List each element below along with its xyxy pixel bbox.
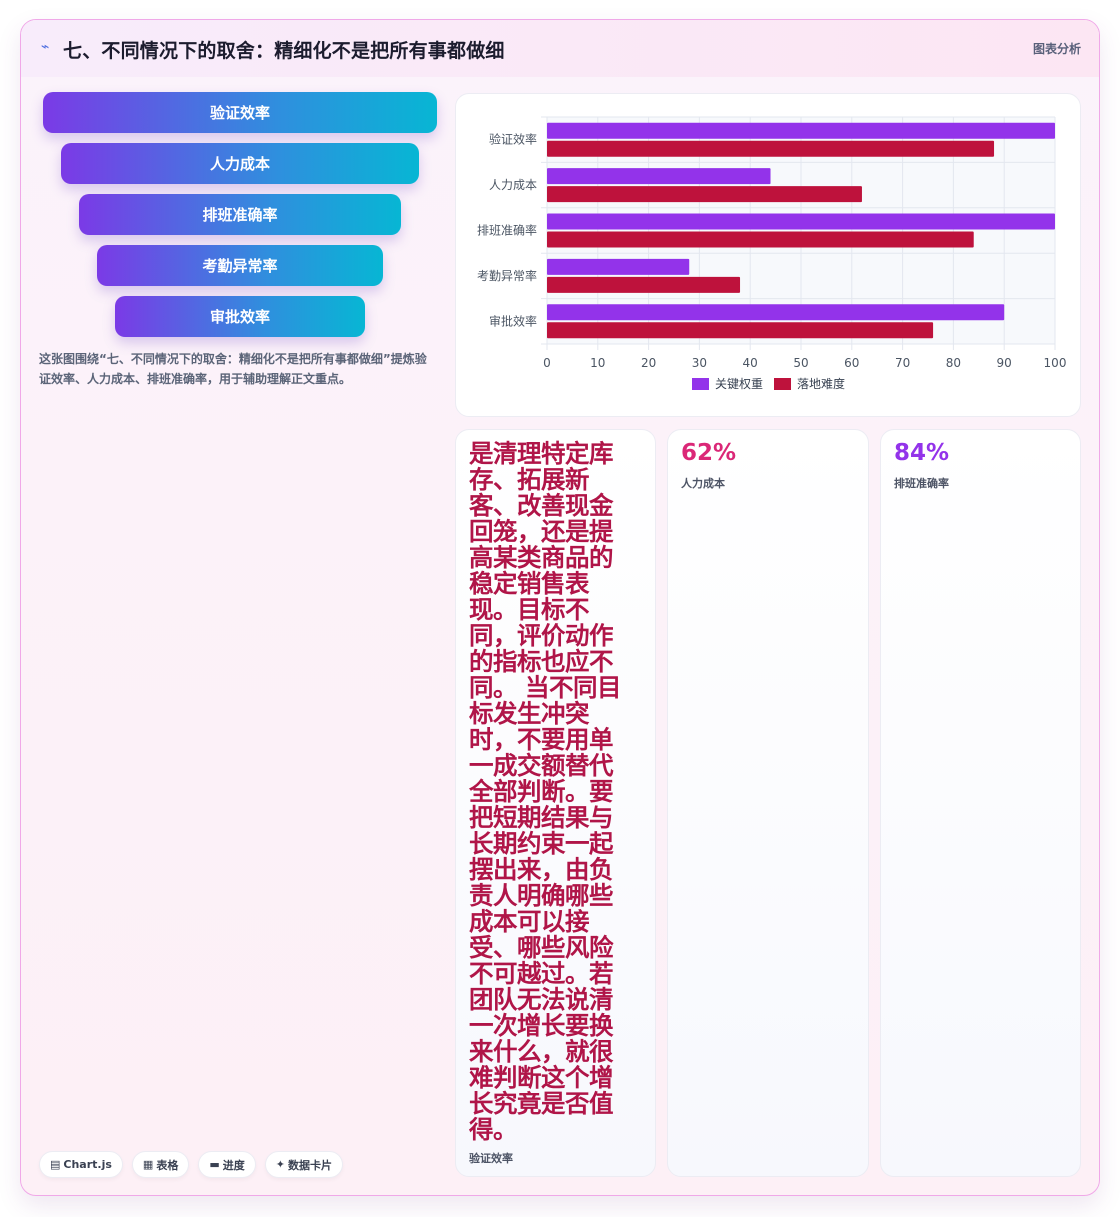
arrow-icon: ⌁ — [41, 39, 50, 55]
x-tick-label: 60 — [844, 356, 859, 370]
bar-difficulty — [547, 276, 741, 293]
chart-card: ⌁ 七、不同情况下的取舍：精细化不是把所有事都做细 图表分析 验证效率 人力成本… — [20, 19, 1100, 1196]
stat-card-1: 62% 人力成本 — [667, 429, 869, 1177]
funnel-caption: 这张图围绕“七、不同情况下的取舍：精细化不是把所有事都做细”提炼验证效率、人力成… — [39, 352, 427, 386]
stat-value: 是清理特定库存、拓展新客、改善现金回笼，还是提高某类商品的稳定销售表现。目标不同… — [469, 439, 622, 1144]
stat-label: 排班准确率 — [894, 477, 949, 490]
x-tick-label: 90 — [997, 356, 1012, 370]
bar-difficulty — [547, 140, 995, 157]
x-tick-label: 100 — [1044, 356, 1067, 370]
stat-label: 人力成本 — [681, 477, 725, 490]
header-tag: 图表分析 — [1032, 42, 1081, 56]
bar-difficulty — [547, 186, 862, 203]
bar-weight — [547, 168, 771, 185]
funnel-item-4: 审批效率 — [115, 296, 365, 337]
page-title: 七、不同情况下的取舍：精细化不是把所有事都做细 — [63, 40, 505, 62]
funnel-item-2: 排班准确率 — [79, 194, 401, 235]
chip-data-card[interactable]: ✦ 数据卡片 — [264, 1151, 343, 1178]
chip-table[interactable]: ▦ 表格 — [131, 1151, 190, 1178]
stat-value: 62% — [681, 440, 737, 466]
funnel-item-1: 人力成本 — [61, 143, 419, 184]
card-icon: ✦ — [275, 1158, 285, 1171]
bar-difficulty — [547, 231, 974, 248]
legend-label: 关键权重 — [715, 377, 763, 391]
bar-weight — [547, 122, 1055, 139]
x-tick-label: 50 — [793, 356, 808, 370]
y-tick-label: 人力成本 — [489, 178, 537, 192]
y-tick-label: 审批效率 — [489, 313, 537, 328]
x-tick-label: 80 — [946, 356, 961, 370]
x-tick-label: 30 — [692, 356, 707, 370]
y-tick-label: 排班准确率 — [477, 223, 537, 238]
stat-label: 验证效率 — [469, 1152, 513, 1165]
feature-chips: ▤ Chart.js ▦ 表格 ▬ 进度 ✦ 数据卡片 — [39, 1151, 343, 1178]
bar-weight — [547, 258, 690, 275]
bar-chart: 0 10 20 30 40 50 60 70 80 90 100 验证效率人力成本排班准确率考勤异常率… — [477, 116, 1067, 391]
card-header: ⌁ 七、不同情况下的取舍：精细化不是把所有事都做细 图表分析 — [21, 20, 1099, 77]
x-tick-label: 20 — [641, 356, 656, 370]
x-tick-label: 10 — [590, 356, 605, 370]
chip-chartjs[interactable]: ▤ Chart.js — [39, 1151, 123, 1178]
y-tick-label: 验证效率 — [489, 132, 537, 147]
legend-swatch — [774, 378, 791, 390]
bar-weight — [547, 213, 1055, 230]
x-tick-label: 70 — [895, 356, 910, 370]
funnel-item-0: 验证效率 — [43, 92, 437, 133]
chart-icon: ▤ — [50, 1158, 61, 1171]
y-tick-label: 考勤异常率 — [477, 268, 537, 283]
stat-value: 84% — [894, 440, 950, 466]
stat-card-0: 是清理特定库存、拓展新客、改善现金回笼，还是提高某类商品的稳定销售表现。目标不同… — [455, 429, 656, 1177]
x-tick-label: 40 — [743, 356, 758, 370]
legend-label: 落地难度 — [797, 376, 845, 391]
bar-weight — [547, 304, 1005, 321]
table-icon: ▦ — [142, 1158, 154, 1171]
progress-icon: ▬ — [209, 1158, 220, 1171]
bar-chart-panel: 0 10 20 30 40 50 60 70 80 90 100 验证效率人力成本排班准确率考勤异常率… — [455, 93, 1081, 417]
stat-card-2: 84% 排班准确率 — [880, 429, 1081, 1177]
legend-swatch — [692, 378, 709, 390]
chip-progress[interactable]: ▬ 进度 — [198, 1151, 256, 1178]
bar-difficulty — [547, 322, 934, 339]
funnel-item-3: 考勤异常率 — [97, 245, 383, 286]
x-tick-label: 0 — [543, 356, 551, 370]
